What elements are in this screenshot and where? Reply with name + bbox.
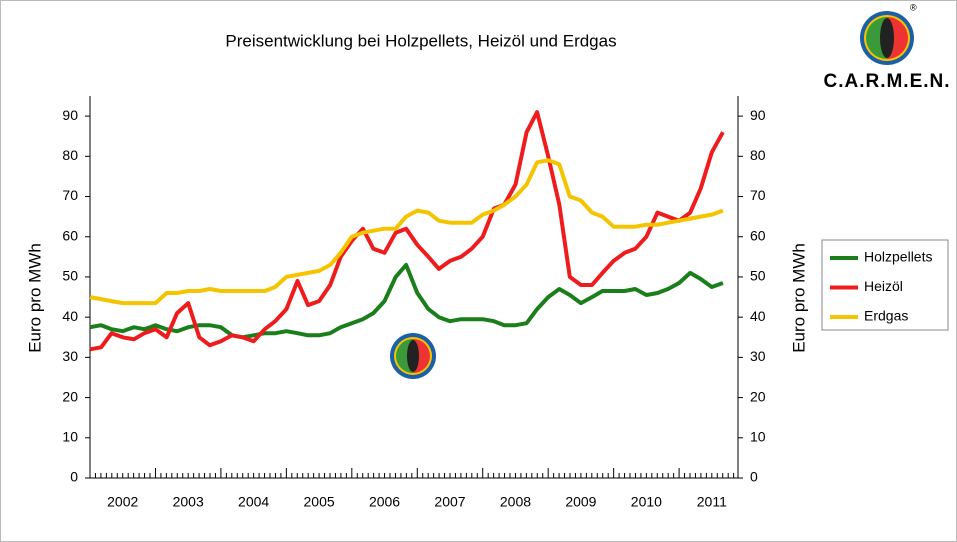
- y-tick-label: 10: [62, 428, 78, 444]
- y2-tick-label: 40: [750, 308, 766, 324]
- y-tick-label: 80: [62, 147, 78, 163]
- y-tick-label: 90: [62, 107, 78, 123]
- x-tick-label: 2005: [304, 494, 335, 510]
- legend-label: Erdgas: [864, 308, 908, 324]
- logo-text: C.A.R.M.E.N.: [823, 71, 950, 92]
- y-tick-label: 0: [70, 469, 78, 485]
- logo-mark: ®: [910, 2, 917, 12]
- logo: ® C.A.R.M.E.N.: [823, 2, 950, 92]
- x-tick-label: 2011: [697, 494, 727, 510]
- x-tick-label: 2009: [565, 494, 596, 510]
- y2-tick-label: 70: [750, 187, 766, 203]
- y-tick-label: 50: [62, 268, 78, 284]
- x-tick-label: 2003: [173, 494, 204, 510]
- y2-axis-label: Euro pro MWh: [789, 243, 808, 353]
- x-tick-label: 2008: [500, 494, 531, 510]
- chart-title: Preisentwicklung bei Holzpellets, Heizöl…: [225, 31, 616, 50]
- y-tick-label: 60: [62, 227, 78, 243]
- x-tick-label: 2007: [434, 494, 465, 510]
- legend-label: Holzpellets: [864, 249, 932, 265]
- y2-tick-label: 20: [750, 388, 766, 404]
- y2-tick-label: 90: [750, 107, 766, 123]
- y-tick-label: 30: [62, 348, 78, 364]
- y2-tick-label: 10: [750, 428, 766, 444]
- watermark-logo: [390, 333, 436, 379]
- legend-label: Heizöl: [864, 278, 903, 294]
- y-tick-label: 40: [62, 308, 78, 324]
- x-tick-label: 2010: [631, 494, 662, 510]
- y-axis-label: Euro pro MWh: [25, 243, 44, 353]
- series-line: [89, 158, 724, 306]
- y2-tick-label: 50: [750, 268, 766, 284]
- y-tick-label: 70: [62, 187, 78, 203]
- y2-tick-label: 30: [750, 348, 766, 364]
- y2-tick-label: 60: [750, 227, 766, 243]
- y-tick-label: 20: [62, 388, 78, 404]
- series-line: [89, 110, 725, 352]
- x-tick-label: 2002: [107, 494, 138, 510]
- x-tick-label: 2006: [369, 494, 400, 510]
- x-tick-label: 2004: [238, 494, 269, 510]
- y2-tick-label: 80: [750, 147, 766, 163]
- y2-tick-label: 0: [750, 469, 758, 485]
